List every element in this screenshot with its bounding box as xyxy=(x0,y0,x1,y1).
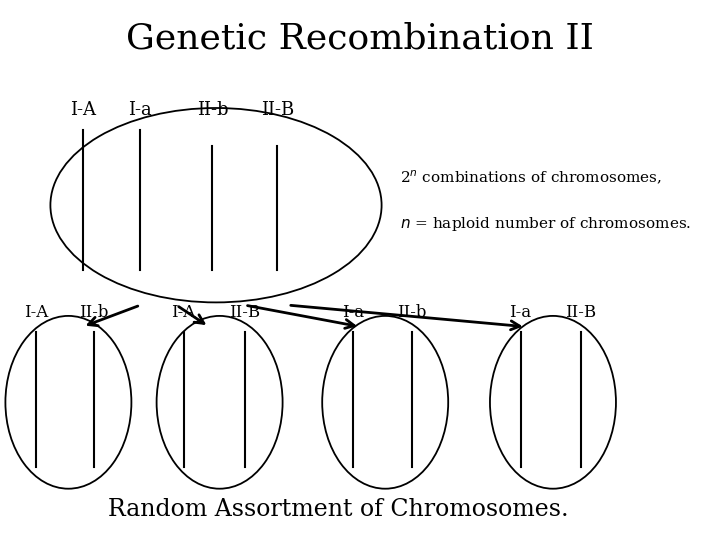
Text: I-A: I-A xyxy=(171,305,196,321)
Text: II-b: II-b xyxy=(79,305,108,321)
Text: Genetic Recombination II: Genetic Recombination II xyxy=(126,22,594,56)
Text: II-B: II-B xyxy=(565,305,597,321)
Text: II-B: II-B xyxy=(261,101,294,119)
Text: I-A: I-A xyxy=(70,101,96,119)
Text: I-a: I-a xyxy=(342,305,364,321)
Text: I-a: I-a xyxy=(129,101,152,119)
Text: II-B: II-B xyxy=(229,305,261,321)
Text: I-a: I-a xyxy=(510,305,531,321)
Text: II-b: II-b xyxy=(397,305,426,321)
Text: Random Assortment of Chromosomes.: Random Assortment of Chromosomes. xyxy=(108,498,569,521)
Text: 2$^n$ combinations of chromosomes,: 2$^n$ combinations of chromosomes, xyxy=(400,169,662,187)
Text: I-A: I-A xyxy=(24,305,48,321)
Text: II-b: II-b xyxy=(197,101,228,119)
Text: $n$ = haploid number of chromosomes.: $n$ = haploid number of chromosomes. xyxy=(400,215,690,233)
